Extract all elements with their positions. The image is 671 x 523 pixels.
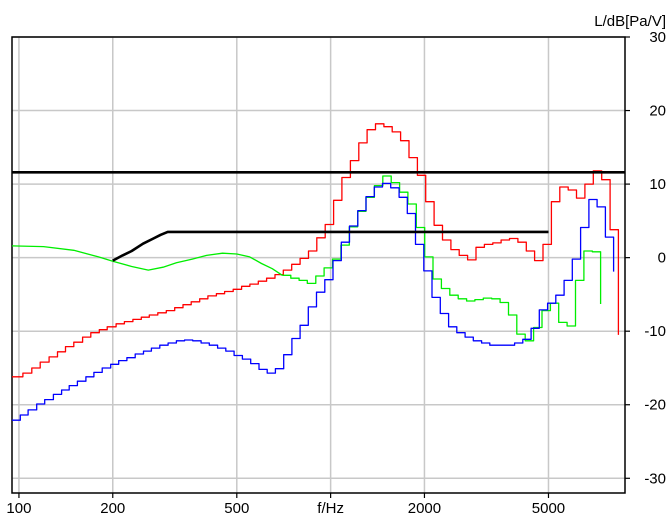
series-line	[282, 175, 602, 342]
y-tick-label: 10	[649, 176, 666, 193]
y-tick-label: 20	[649, 103, 666, 120]
x-tick-label: 100	[6, 500, 31, 517]
y-tick-label: -30	[644, 470, 666, 487]
y-tick-label: 30	[649, 29, 666, 46]
x-tick-label: f/Hz	[317, 500, 344, 517]
grid-layer	[12, 36, 625, 493]
series-line	[12, 123, 620, 378]
series-line	[11, 245, 283, 276]
series-line	[112, 230, 549, 262]
plot-frame	[11, 36, 626, 494]
series-line	[12, 182, 615, 421]
y-tick-label: -20	[644, 397, 666, 414]
x-tick-label: 2000	[408, 500, 441, 517]
x-tick-label: 500	[224, 500, 249, 517]
x-tick-label: 200	[100, 500, 125, 517]
y-tick-label: 0	[658, 250, 666, 267]
series-layer	[11, 123, 625, 421]
x-tick-label: 5000	[532, 500, 565, 517]
y-tick-label: -10	[644, 323, 666, 340]
y-axis-label: L/dB[Pa/V]	[594, 13, 666, 30]
